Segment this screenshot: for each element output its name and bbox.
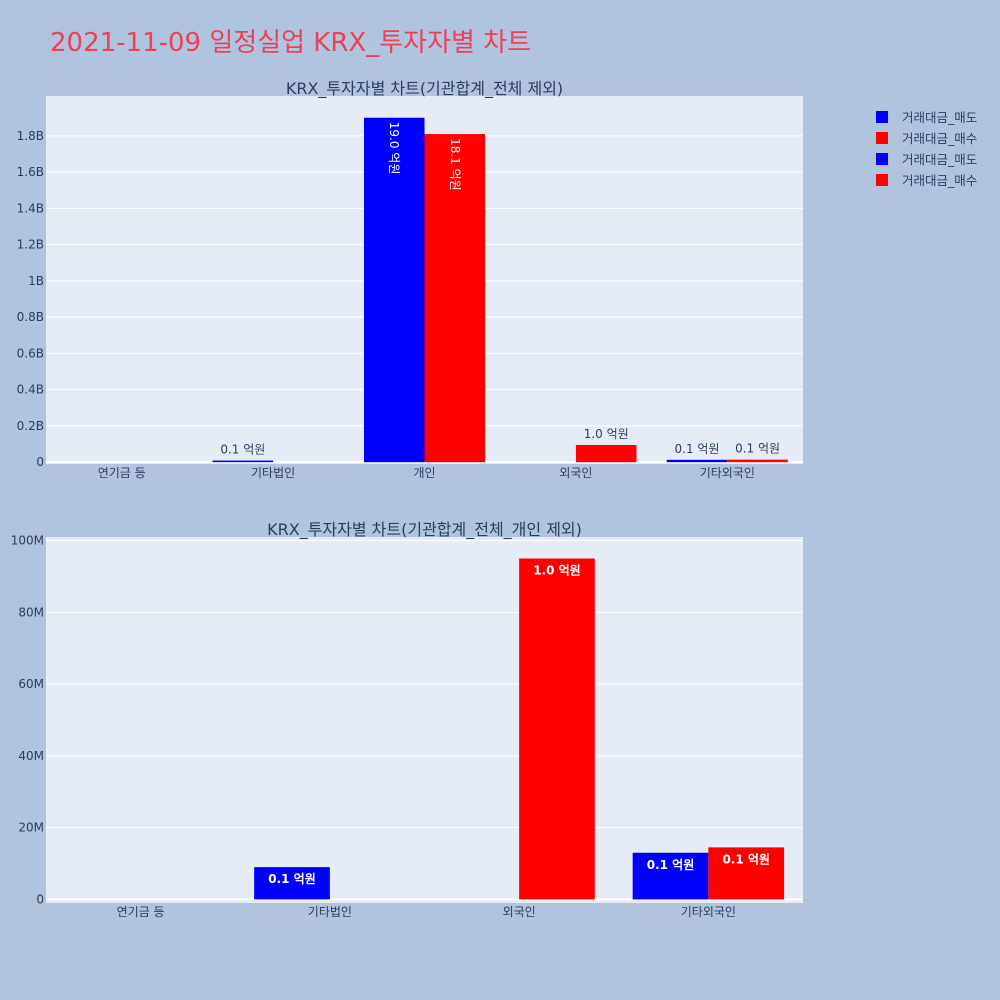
bar	[632, 852, 709, 900]
legend-item[interactable]: 거래대금_매도	[876, 148, 977, 169]
data-label: 18.1 억원	[448, 138, 462, 191]
legend-label: 거래대금_매도	[902, 110, 978, 125]
chart-1: 0 0.2B 0.4B 0.6B 0.8B 1B 1.2B 1.4B 1.6B 1.8B KRX_투…	[17, 79, 803, 480]
plot-area	[46, 537, 803, 903]
y-tick-label: 1.8B	[17, 129, 44, 143]
legend-label: 거래대금_매도	[902, 152, 978, 167]
legend-swatch-sell	[876, 110, 888, 123]
y-tick-label: 1B	[28, 274, 44, 288]
chart-title: KRX_투자자별 차트(기관합계_전체 제외)	[286, 79, 563, 99]
legend-swatch-sell	[876, 152, 888, 165]
y-tick-label: 100M	[11, 534, 44, 548]
y-tick-label: 80M	[18, 605, 44, 619]
data-label: 0.1 억원	[220, 443, 265, 457]
bar	[254, 867, 330, 900]
bar	[424, 134, 486, 463]
chart-2: 0 20M 40M 60M 80M 100M KRX_투자자별 차트(기관합계_전체_개인 …	[11, 520, 803, 919]
y-tick-label: 1.6B	[17, 165, 44, 179]
y-tick-label: 20M	[18, 821, 44, 835]
y-tick-label: 0	[36, 892, 44, 906]
data-label: 0.1 억원	[722, 852, 770, 866]
data-label: 19.0 억원	[387, 122, 401, 175]
data-label: 0.1 억원	[675, 442, 720, 456]
x-tick-label: 외국인	[559, 466, 592, 480]
y-tick-label: 0.2B	[17, 419, 44, 433]
x-tick-label: 기타법인	[251, 466, 295, 480]
legend-label: 거래대금_매수	[902, 131, 978, 146]
x-tick-label: 기타외국인	[681, 905, 736, 919]
y-tick-label: 0.6B	[17, 346, 44, 360]
bar	[708, 847, 785, 900]
y-tick-label: 0.4B	[17, 383, 44, 397]
legend-item[interactable]: 거래대금_매수	[876, 127, 977, 148]
bar	[519, 558, 595, 900]
bar	[575, 444, 637, 463]
legend-label: 거래대금_매수	[902, 173, 978, 188]
x-tick-label: 연기금 등	[117, 905, 165, 919]
legend-item[interactable]: 거래대금_매도	[876, 106, 977, 127]
bar	[363, 117, 425, 463]
data-label: 0.1 억원	[268, 872, 316, 886]
y-tick-label: 0.8B	[17, 310, 44, 324]
x-tick-label: 기타법인	[308, 905, 352, 919]
y-tick-label: 1.4B	[17, 201, 44, 215]
data-label: 0.1 억원	[647, 858, 695, 872]
legend-swatch-buy	[876, 173, 888, 186]
y-tick-label: 60M	[18, 677, 44, 691]
chart-title: KRX_투자자별 차트(기관합계_전체_개인 제외)	[267, 520, 582, 540]
bar	[666, 459, 728, 463]
x-tick-label: 개인	[413, 466, 435, 480]
x-tick-label: 연기금 등	[98, 466, 146, 480]
x-tick-label: 기타외국인	[700, 466, 755, 480]
y-tick-label: 0	[36, 455, 44, 469]
legend[interactable]: 거래대금_매도 거래대금_매수 거래대금_매도 거래대금_매수	[876, 106, 977, 190]
y-tick-label: 40M	[18, 749, 44, 763]
legend-item[interactable]: 거래대금_매수	[876, 169, 977, 190]
y-tick-label: 1.2B	[17, 238, 44, 252]
x-tick-label: 외국인	[503, 905, 536, 919]
bar	[727, 459, 788, 463]
page-title: 2021-11-09 일정실업 KRX_투자자별 차트	[50, 28, 532, 58]
bar	[212, 460, 274, 463]
data-label: 0.1 억원	[735, 442, 780, 456]
legend-swatch-buy	[876, 131, 888, 144]
data-label: 1.0 억원	[584, 427, 629, 441]
data-label: 1.0 억원	[533, 564, 581, 578]
